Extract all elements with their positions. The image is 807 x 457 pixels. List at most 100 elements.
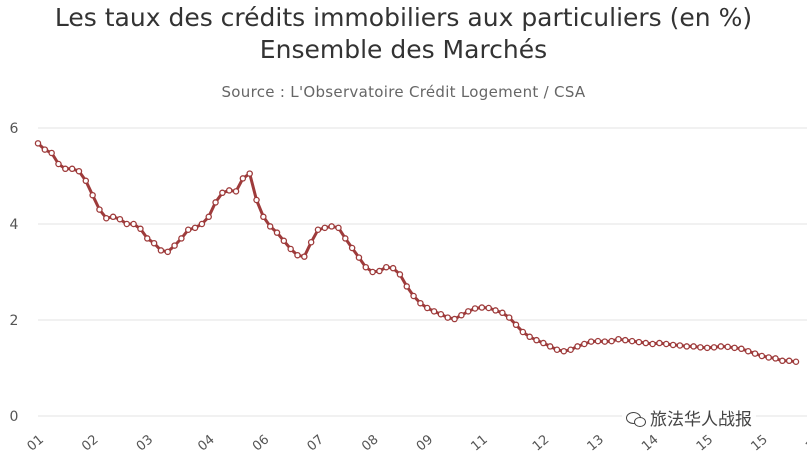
data-point bbox=[191, 224, 199, 232]
data-point bbox=[499, 309, 506, 317]
data-point bbox=[656, 339, 663, 347]
data-point bbox=[41, 146, 49, 153]
data-point bbox=[109, 213, 117, 221]
data-point bbox=[649, 340, 656, 348]
data-point bbox=[137, 225, 144, 233]
data-point bbox=[594, 337, 602, 345]
data-point bbox=[389, 264, 397, 272]
data-point bbox=[342, 235, 349, 242]
data-point bbox=[519, 328, 527, 336]
data-point bbox=[150, 239, 158, 247]
data-point bbox=[765, 354, 772, 361]
data-point bbox=[697, 344, 704, 351]
x-tick-label: 11 bbox=[468, 432, 490, 454]
data-point bbox=[608, 337, 615, 345]
data-point bbox=[785, 357, 793, 365]
data-point bbox=[273, 229, 281, 236]
data-point bbox=[779, 357, 786, 365]
data-point bbox=[574, 343, 581, 350]
data-point bbox=[178, 235, 185, 242]
data-point bbox=[581, 340, 588, 348]
y-tick-label: 6 bbox=[10, 121, 19, 137]
data-point bbox=[526, 333, 533, 341]
data-point bbox=[266, 223, 274, 230]
data-point bbox=[567, 346, 574, 354]
data-point bbox=[328, 223, 335, 230]
data-point bbox=[731, 344, 738, 352]
data-point bbox=[451, 315, 458, 323]
watermark: 旅法华人战报 bbox=[622, 405, 756, 430]
x-tick-label: 09 bbox=[414, 432, 436, 454]
data-point bbox=[505, 314, 513, 321]
gridlines bbox=[38, 127, 807, 417]
data-point bbox=[758, 352, 766, 360]
data-point bbox=[738, 345, 745, 353]
watermark-text: 旅法华人战报 bbox=[650, 410, 752, 430]
data-point bbox=[369, 268, 376, 276]
data-point bbox=[335, 224, 342, 232]
data-point bbox=[485, 304, 492, 312]
data-point bbox=[628, 337, 636, 345]
data-point bbox=[560, 347, 568, 355]
x-axis: 0102030406070809111213141515161717171818… bbox=[25, 432, 807, 454]
data-point bbox=[635, 338, 643, 346]
data-point bbox=[157, 247, 165, 254]
data-point bbox=[396, 271, 404, 278]
data-point bbox=[307, 238, 315, 246]
data-point bbox=[362, 263, 370, 271]
data-point bbox=[669, 341, 677, 349]
data-point bbox=[492, 307, 499, 314]
data-point bbox=[355, 254, 363, 261]
data-point bbox=[123, 220, 131, 228]
data-point bbox=[703, 344, 711, 352]
data-point bbox=[321, 224, 329, 232]
data-point bbox=[587, 338, 595, 345]
data-point bbox=[717, 343, 725, 350]
data-point bbox=[724, 343, 731, 351]
x-tick-label: 13 bbox=[585, 432, 607, 454]
data-point bbox=[553, 346, 561, 354]
data-point bbox=[260, 213, 267, 221]
data-point bbox=[96, 206, 103, 213]
data-point bbox=[280, 237, 288, 245]
x-tick-label: 02 bbox=[79, 432, 101, 454]
x-tick-label: 15 bbox=[694, 432, 716, 454]
data-point bbox=[82, 177, 90, 185]
chart-subtitle: Ensemble des Marchés bbox=[259, 35, 548, 64]
data-point bbox=[48, 149, 55, 157]
data-point bbox=[471, 305, 479, 312]
data-point bbox=[642, 339, 650, 347]
x-tick-label: 04 bbox=[195, 432, 217, 454]
data-point bbox=[772, 355, 779, 362]
data-point bbox=[540, 339, 547, 347]
data-point bbox=[212, 199, 219, 206]
data-point bbox=[690, 343, 697, 350]
data-point bbox=[410, 292, 417, 300]
chart-source: Source : L'Observatoire Crédit Logement … bbox=[221, 83, 586, 101]
x-tick-label: 12 bbox=[530, 432, 552, 454]
data-point bbox=[89, 191, 96, 199]
y-tick-label: 2 bbox=[10, 313, 19, 329]
data-point bbox=[437, 310, 445, 318]
data-point bbox=[533, 336, 540, 344]
series-line bbox=[36, 142, 797, 364]
data-point bbox=[348, 244, 356, 252]
y-tick-label: 0 bbox=[10, 409, 19, 425]
data-point bbox=[184, 226, 192, 234]
data-point bbox=[676, 342, 684, 349]
data-point bbox=[314, 226, 322, 234]
data-point bbox=[744, 347, 752, 355]
data-point bbox=[62, 165, 69, 173]
data-point bbox=[478, 304, 486, 311]
data-point bbox=[792, 358, 800, 366]
x-tick-label: 03 bbox=[134, 432, 156, 454]
data-point bbox=[287, 245, 294, 253]
plot-area bbox=[34, 140, 800, 366]
data-point bbox=[225, 187, 233, 194]
data-point bbox=[301, 253, 308, 260]
x-tick-label: 16 bbox=[803, 432, 807, 454]
data-point bbox=[383, 263, 390, 271]
data-point bbox=[751, 350, 759, 357]
data-point bbox=[546, 343, 554, 350]
